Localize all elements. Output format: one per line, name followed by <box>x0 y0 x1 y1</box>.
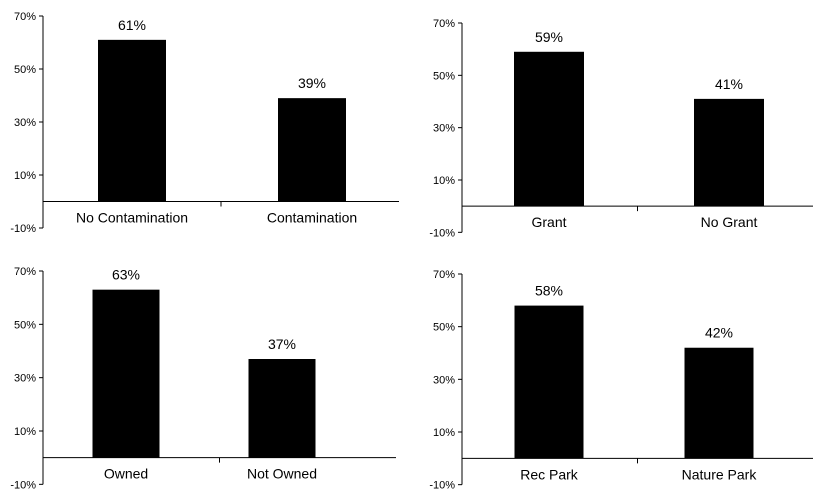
bar <box>92 289 160 458</box>
y-tick-label: 10% <box>14 170 36 182</box>
x-category-label: Nature Park <box>682 466 758 482</box>
bar <box>684 347 754 459</box>
y-tick-label: -10% <box>10 223 36 235</box>
x-category-label: No Grant <box>701 214 758 230</box>
y-tick-label: 50% <box>433 70 455 82</box>
data-label: 39% <box>298 75 326 91</box>
x-category-label: Contamination <box>267 210 357 226</box>
x-category-label: Rec Park <box>520 466 579 482</box>
y-tick-label: 50% <box>433 322 455 334</box>
y-tick-label: 10% <box>433 175 455 187</box>
y-tick-label: 70% <box>14 266 36 278</box>
bar <box>278 98 346 202</box>
x-category-label: Owned <box>104 466 148 482</box>
data-label: 37% <box>268 336 296 352</box>
y-tick-label: -10% <box>10 479 36 490</box>
y-tick-label: 50% <box>14 64 36 76</box>
chart-panel-4: -10% 10% 30% 50% 70% 58% Rec Park 42% Nature Par… <box>429 269 813 492</box>
y-tick-label: 30% <box>433 374 455 386</box>
data-label: 58% <box>535 283 563 299</box>
bar <box>514 305 584 459</box>
y-tick-label: 30% <box>433 123 455 135</box>
y-tick-label: -10% <box>429 227 455 239</box>
x-category-label: No Contamination <box>76 210 188 226</box>
y-tick-label: 70% <box>14 11 36 23</box>
x-category-label: Grant <box>531 214 566 230</box>
bar <box>694 98 764 207</box>
data-label: 41% <box>715 76 743 92</box>
y-tick-label: 10% <box>14 426 36 438</box>
y-tick-label: 50% <box>14 319 36 331</box>
x-category-label: Not Owned <box>247 466 317 482</box>
data-label: 61% <box>118 17 146 33</box>
chart-panel-2: -10% 10% 30% 50% 70% 59% Grant 41% No Grant <box>429 18 813 239</box>
data-label: 42% <box>705 325 733 341</box>
y-tick-label: 10% <box>433 427 455 439</box>
bar <box>514 51 584 207</box>
y-tick-label: 70% <box>433 269 455 281</box>
y-tick-label: 30% <box>14 373 36 385</box>
data-label: 59% <box>535 29 563 45</box>
data-label: 63% <box>112 267 140 283</box>
chart-panel-1: -10% 10% 30% 50% 70% 61% No Contamination 39% Co… <box>10 11 399 235</box>
bar <box>248 359 316 458</box>
bar <box>98 39 166 202</box>
y-tick-label: 30% <box>14 117 36 129</box>
y-tick-label: 70% <box>433 18 455 30</box>
y-tick-label: -10% <box>429 480 455 490</box>
chart-panel-3: -10% 10% 30% 50% 70% 63% Owned 37% Not Owned <box>10 266 396 491</box>
